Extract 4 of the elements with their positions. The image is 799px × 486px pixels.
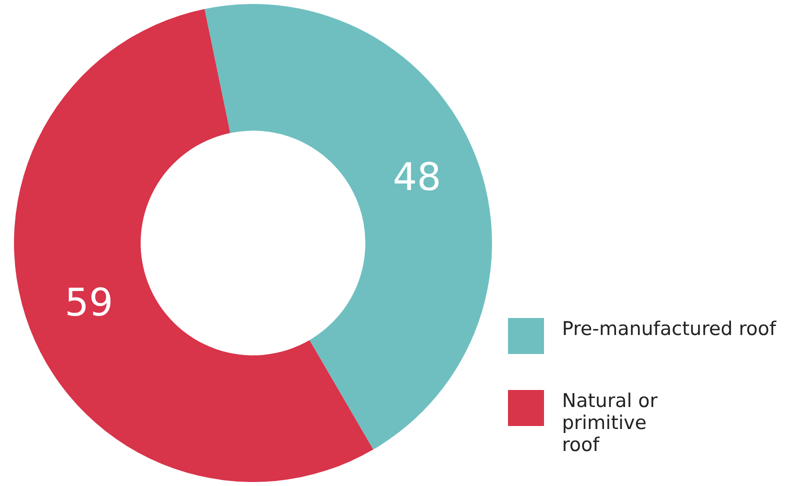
legend-label: Natural or primitive roof (562, 390, 659, 456)
data-label: 48 (392, 155, 442, 200)
data-label: 59 (64, 280, 114, 325)
legend-label: Pre-manufactured roof (562, 318, 778, 340)
